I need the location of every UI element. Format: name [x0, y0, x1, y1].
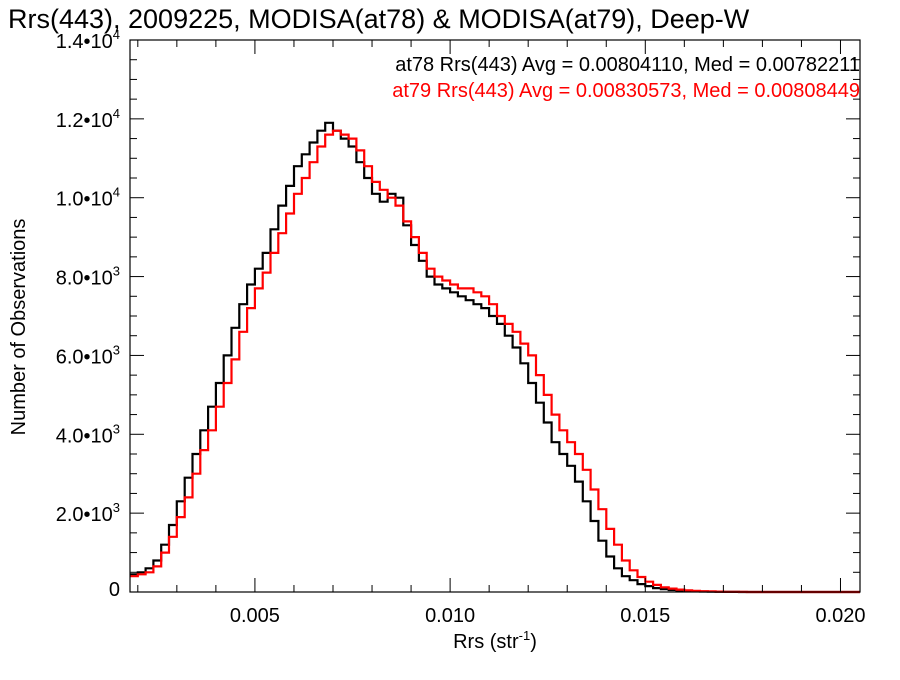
x-tick-label: 0.010	[425, 605, 475, 627]
y-tick-label: 6.0•103	[56, 342, 120, 368]
series-line-at79	[130, 129, 860, 594]
x-axis-label-main: Rrs (str	[453, 631, 519, 653]
y-tick-label: 4.0•103	[56, 421, 120, 447]
y-tick-label: 8.0•103	[56, 264, 120, 290]
y-tick-label: 1.0•104	[56, 185, 120, 211]
x-tick-label: 0.015	[620, 605, 670, 627]
x-tick-label: 0.020	[815, 605, 865, 627]
series-layer	[130, 121, 860, 594]
series-annotation-at79: at79 Rrs(443) Avg = 0.00830573, Med = 0.…	[392, 80, 860, 102]
chart-title: Rrs(443), 2009225, MODISA(at78) & MODISA…	[8, 4, 750, 34]
series-annotation-at78: at78 Rrs(443) Avg = 0.00804110, Med = 0.…	[395, 54, 860, 76]
y-tick-label: 0	[109, 579, 120, 601]
axes-layer: 0.005 0.010 0.015 0.020 0 2.0•103 4.0•103 6.0•1…	[56, 27, 866, 627]
x-axis-label-sup: -1	[519, 628, 531, 643]
series-line-at78	[130, 121, 860, 594]
x-axis-label: Rrs (str-1)	[453, 628, 537, 653]
x-tick-label: 0.005	[230, 605, 280, 627]
y-tick-label: 2.0•103	[56, 500, 120, 526]
y-axis-label: Number of Observations	[8, 219, 30, 436]
y-tick-label: 1.2•104	[56, 106, 120, 132]
y-tick-label: 1.4•104	[56, 27, 120, 53]
x-axis-label-close: )	[530, 631, 537, 653]
